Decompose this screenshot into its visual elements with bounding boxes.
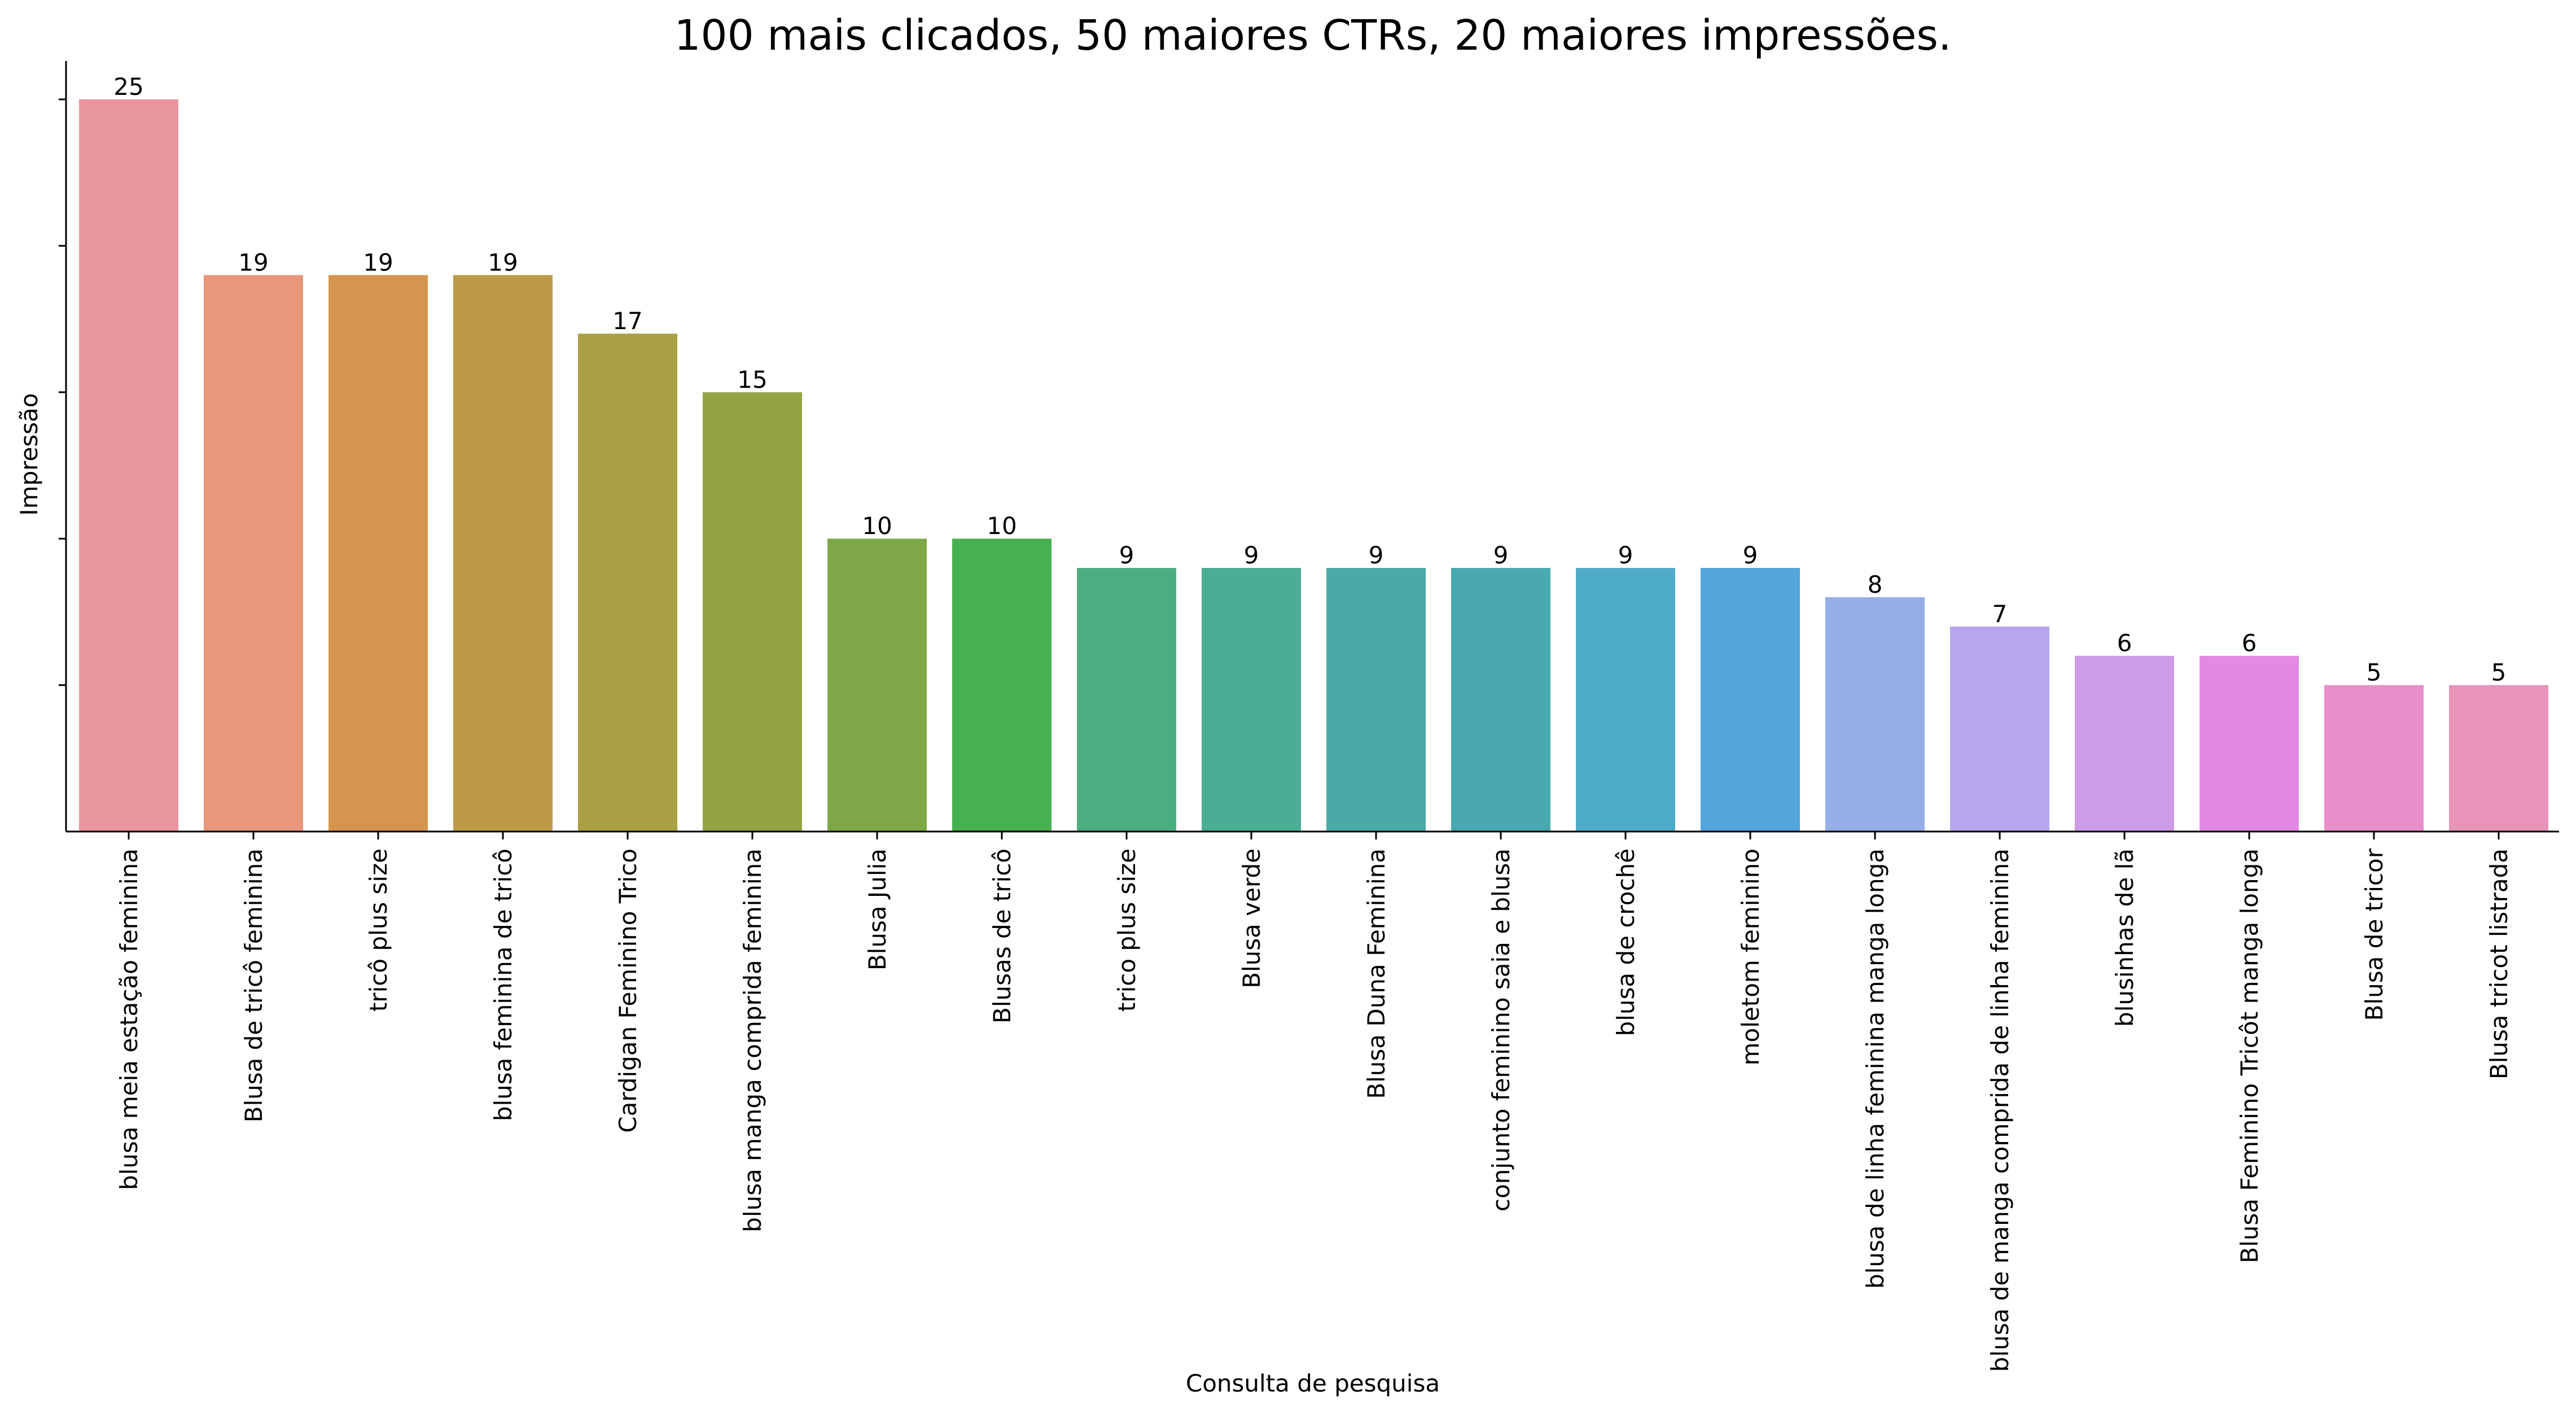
x-tick-label: Blusa verde [1238, 848, 1265, 988]
bar-value-label: 17 [612, 307, 642, 335]
y-axis-label: Impressão [15, 393, 43, 515]
x-tick-label: blusa de crochê [1612, 848, 1640, 1036]
bar-value-label: 5 [2491, 659, 2507, 686]
bar [204, 275, 303, 832]
bar [328, 275, 428, 832]
x-tick-label: Blusa de tricô feminina [240, 848, 268, 1122]
bar-value-label: 9 [1119, 541, 1134, 569]
bar-value-label: 10 [987, 512, 1017, 540]
bar [578, 334, 677, 832]
bar [1825, 597, 1925, 832]
bar-value-label: 5 [2367, 659, 2382, 686]
bar-value-label: 9 [1743, 541, 1758, 569]
bar [1576, 568, 1675, 832]
bar-value-label: 15 [737, 366, 767, 393]
x-tick-label: Cardigan Feminino Trico [614, 848, 642, 1133]
x-axis-label: Consulta de pesquisa [1186, 1370, 1440, 1397]
bar [827, 539, 927, 832]
x-tick-label: blusinhas de lã [2111, 848, 2139, 1027]
x-tick-label: Blusas de tricô [988, 848, 1016, 1023]
chart-title: 100 mais clicados, 50 maiores CTRs, 20 m… [674, 11, 1951, 60]
bar-value-label: 19 [488, 248, 518, 276]
bar-value-label: 9 [1493, 541, 1509, 569]
plot-area: 25 19 19 19 17 15 10 10 9 9 9 9 9 9 8 7 6 6 5 5 [79, 73, 2548, 832]
bar [1701, 568, 1800, 832]
bar [1326, 568, 1426, 832]
bar-value-label: 19 [238, 248, 268, 276]
x-tick-label: blusa de manga comprida de linha feminin… [1986, 848, 2014, 1372]
bar-value-label: 19 [363, 248, 393, 276]
x-tick-label: tricô plus size [365, 848, 392, 1012]
bar [1950, 626, 2049, 832]
x-tick-label: Blusa Julia [864, 848, 891, 970]
bar-value-label: 7 [1992, 600, 2008, 628]
bar [2449, 685, 2548, 832]
bar-value-label: 9 [1244, 541, 1259, 569]
x-tick-label: Blusa Duna Feminina [1363, 848, 1390, 1099]
x-tick-label: blusa meia estação feminina [115, 848, 143, 1190]
bar [703, 392, 802, 832]
x-tick-label: blusa de linha feminina manga longa [1861, 848, 1889, 1289]
x-tick-label: Blusa tricot listrada [2485, 848, 2513, 1079]
bar-value-label: 9 [1618, 541, 1633, 569]
x-tick-label: Blusa de tricor [2360, 848, 2388, 1021]
bar-value-label: 25 [113, 73, 143, 100]
x-tick-label: moletom feminino [1737, 848, 1764, 1065]
bar [2075, 655, 2174, 832]
bar [952, 539, 1052, 832]
bar [1451, 568, 1550, 832]
bar [79, 99, 178, 832]
x-tick-label: conjunto feminino saia e blusa [1487, 848, 1515, 1211]
bar [453, 275, 553, 832]
bar-value-label: 8 [1868, 571, 1883, 598]
x-axis-ticks: blusa meia estação feminina Blusa de tric… [115, 832, 2513, 1372]
x-tick-label: Blusa Feminino Tricôt manga longa [2236, 848, 2263, 1263]
bar [2324, 685, 2424, 832]
bar-value-label: 6 [2242, 629, 2257, 657]
bar [1202, 568, 1301, 832]
bar [1077, 568, 1176, 832]
x-tick-label: blusa manga comprida feminina [739, 848, 766, 1232]
x-tick-label: blusa feminina de tricô [489, 848, 517, 1121]
y-axis-ticks [59, 98, 66, 686]
bar [2200, 655, 2299, 832]
bar-value-label: 9 [1369, 541, 1384, 569]
bar-value-label: 6 [2117, 629, 2132, 657]
x-tick-label: trico plus size [1113, 848, 1141, 1012]
bar-value-label: 10 [862, 512, 892, 540]
